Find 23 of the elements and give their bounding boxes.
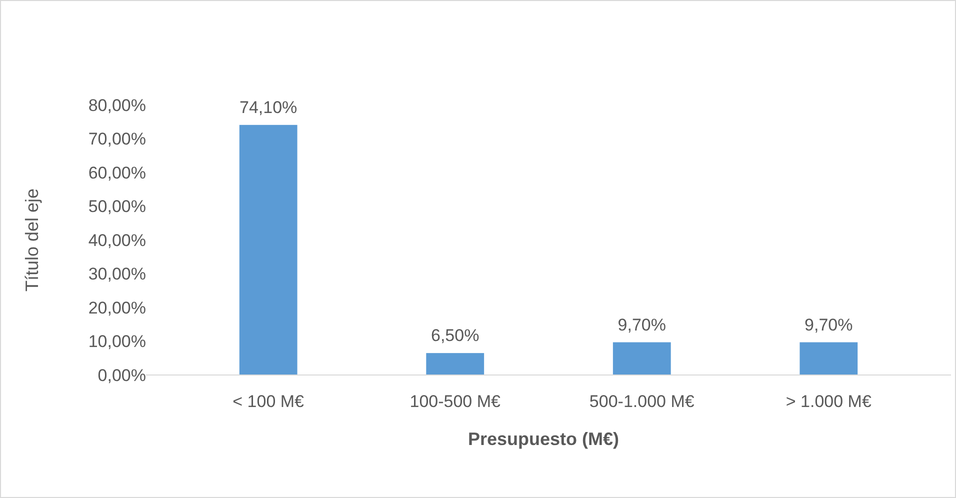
x-tick-label: > 1.000 M€ [786, 392, 872, 411]
y-tick-label: 60,00% [88, 163, 146, 182]
y-tick-label: 20,00% [88, 298, 146, 318]
y-tick-label: 30,00% [88, 264, 146, 284]
y-tick-label: 50,00% [88, 197, 146, 216]
bar [612, 342, 671, 375]
y-tick-label: 40,00% [88, 230, 146, 250]
data-label: 74,10% [240, 98, 298, 117]
bar [239, 124, 298, 375]
y-tick-label: 10,00% [88, 332, 146, 352]
x-tick-label: < 100 M€ [232, 392, 305, 411]
x-tick-label: 500-1.000 M€ [589, 392, 695, 411]
y-tick-label: 80,00% [88, 96, 146, 115]
y-axis-title: Título del eje [22, 188, 42, 292]
x-axis-title: Presupuesto (M€) [468, 429, 620, 449]
data-label: 9,70% [804, 315, 853, 334]
y-tick-label: 70,00% [88, 130, 146, 149]
x-tick-label: 100-500 M€ [410, 392, 502, 411]
y-tick-label: 0,00% [98, 366, 146, 385]
data-label: 6,50% [431, 326, 480, 346]
bar [800, 342, 858, 375]
bar [426, 353, 484, 375]
data-label: 9,70% [618, 315, 666, 334]
